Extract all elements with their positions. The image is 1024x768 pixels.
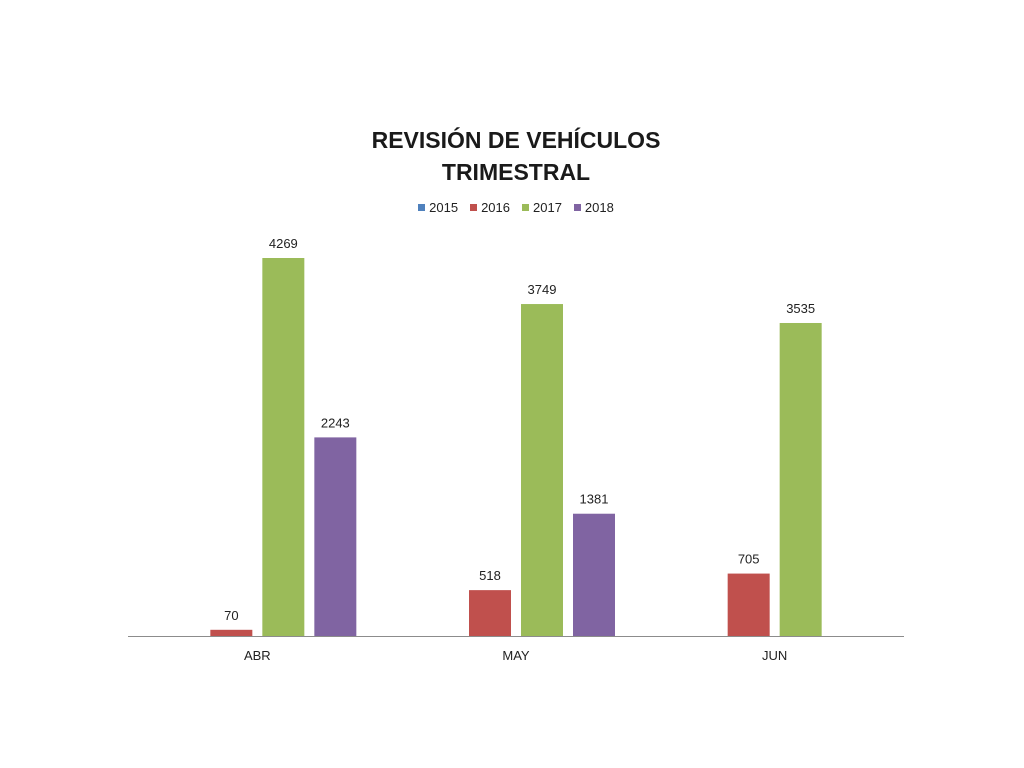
bar-abr-2017 <box>262 258 305 636</box>
legend-swatch <box>522 204 529 211</box>
chart-title: REVISIÓN DE VEHÍCULOS TRIMESTRAL <box>0 124 1024 188</box>
legend-label: 2018 <box>584 200 614 215</box>
legend-swatch <box>418 204 426 211</box>
legend-item-2015: 2015 <box>418 200 458 215</box>
legend-item-2017: 2017 <box>522 200 562 215</box>
bar-may-2018 <box>573 513 615 636</box>
data-label: 3535 <box>786 301 815 316</box>
legend-swatch <box>573 204 581 211</box>
x-tick-label: JUN <box>762 648 787 663</box>
chart-title-line-2: TRIMESTRAL <box>441 159 591 185</box>
legend-label: 2015 <box>429 200 459 215</box>
chart-legend: 2015 2016 2017 2018 <box>0 200 1024 215</box>
data-label: 1381 <box>580 492 609 507</box>
bar-may-2016 <box>469 590 511 636</box>
legend-label: 2017 <box>533 200 562 215</box>
x-tick-label: ABR <box>244 648 271 663</box>
data-label: 4269 <box>269 236 298 251</box>
bar-may-2017 <box>521 304 563 636</box>
data-label: 705 <box>738 552 760 567</box>
bar-abr-2018 <box>314 437 357 636</box>
bar-jun-2016 <box>727 573 770 636</box>
data-label: 518 <box>479 568 501 583</box>
chart-title-line-1: REVISIÓN DE VEHÍCULOS <box>371 127 661 153</box>
bar-abr-2016 <box>210 629 253 636</box>
legend-item-2016: 2016 <box>470 200 510 215</box>
x-tick-label: MAY <box>502 648 530 663</box>
bar-jun-2017 <box>779 322 822 636</box>
data-label: 2243 <box>321 415 350 430</box>
legend-swatch <box>470 204 478 211</box>
data-label: 3749 <box>528 282 557 297</box>
legend-label: 2016 <box>481 200 510 215</box>
legend-item-2018: 2018 <box>573 200 614 215</box>
data-label: 70 <box>224 608 238 623</box>
